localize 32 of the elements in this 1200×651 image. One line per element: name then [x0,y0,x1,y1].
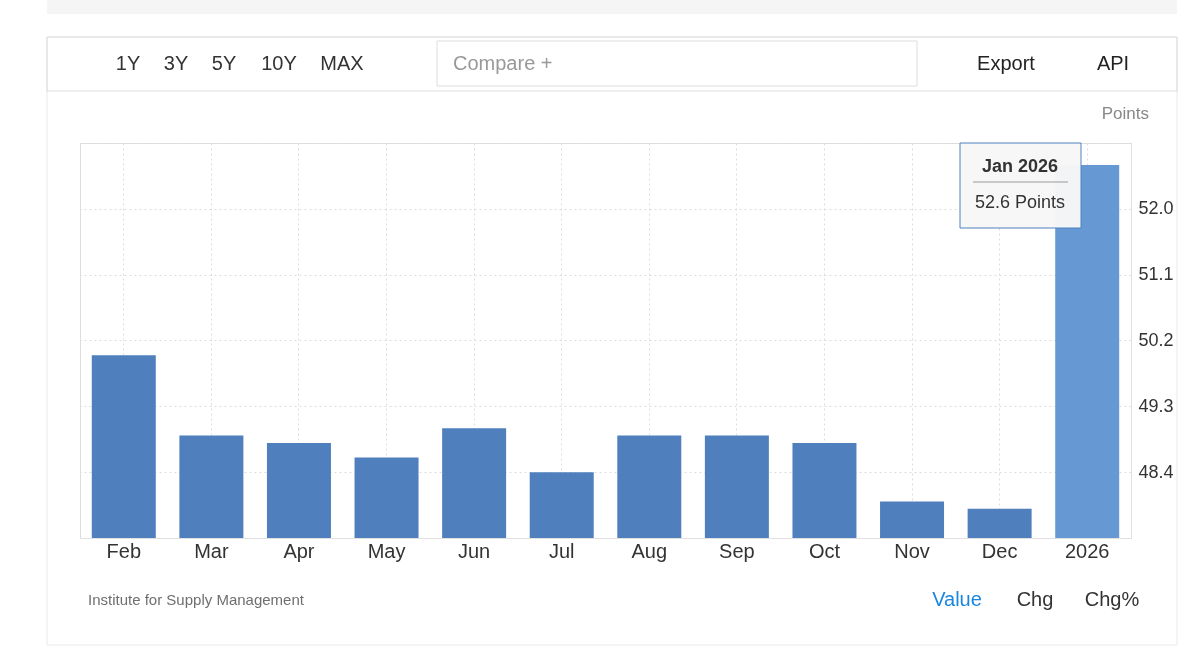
y-tick-label: 50.2 [1138,330,1174,350]
text: Value [932,588,982,610]
x-tick-label: Apr [283,539,315,562]
x-tick-label: 2026 [1064,539,1110,562]
y-tick-label: 48.4 [1138,461,1174,482]
x-tick-label: May [367,539,406,562]
text: MAX [320,52,364,74]
x-tick-label: Mar [194,539,229,562]
text: Export [977,52,1036,74]
x-tick-label: Oct [808,539,841,562]
x-tick-label: Aug [631,539,668,562]
text: Institute for Supply Management [88,591,305,608]
x-tick-label: Feb [106,539,142,562]
y-tick-label: 52.0 [1138,198,1174,219]
text: Compare + [453,52,553,74]
x-tick-label: Sep [719,539,755,562]
text: API [1096,52,1130,74]
text: 3Y [163,52,189,74]
text: 1Y [115,52,141,74]
text: Chg [1016,588,1054,610]
x-tick-label: Nov [894,539,930,562]
y-tick-label: 51.1 [1138,264,1174,285]
annotation: Jan 2026 [981,156,1059,176]
annotation: 52.6 Points [974,192,1066,212]
y-axis-title: Points [1101,104,1149,123]
x-tick-label: Jun [458,539,491,562]
x-tick-label: Jul [548,539,575,562]
text: Chg% [1084,588,1140,610]
text: 10Y [261,52,297,74]
x-tick-label: Dec [981,539,1018,562]
y-tick-label: 49.3 [1138,395,1174,416]
text: 5Y [211,52,237,74]
